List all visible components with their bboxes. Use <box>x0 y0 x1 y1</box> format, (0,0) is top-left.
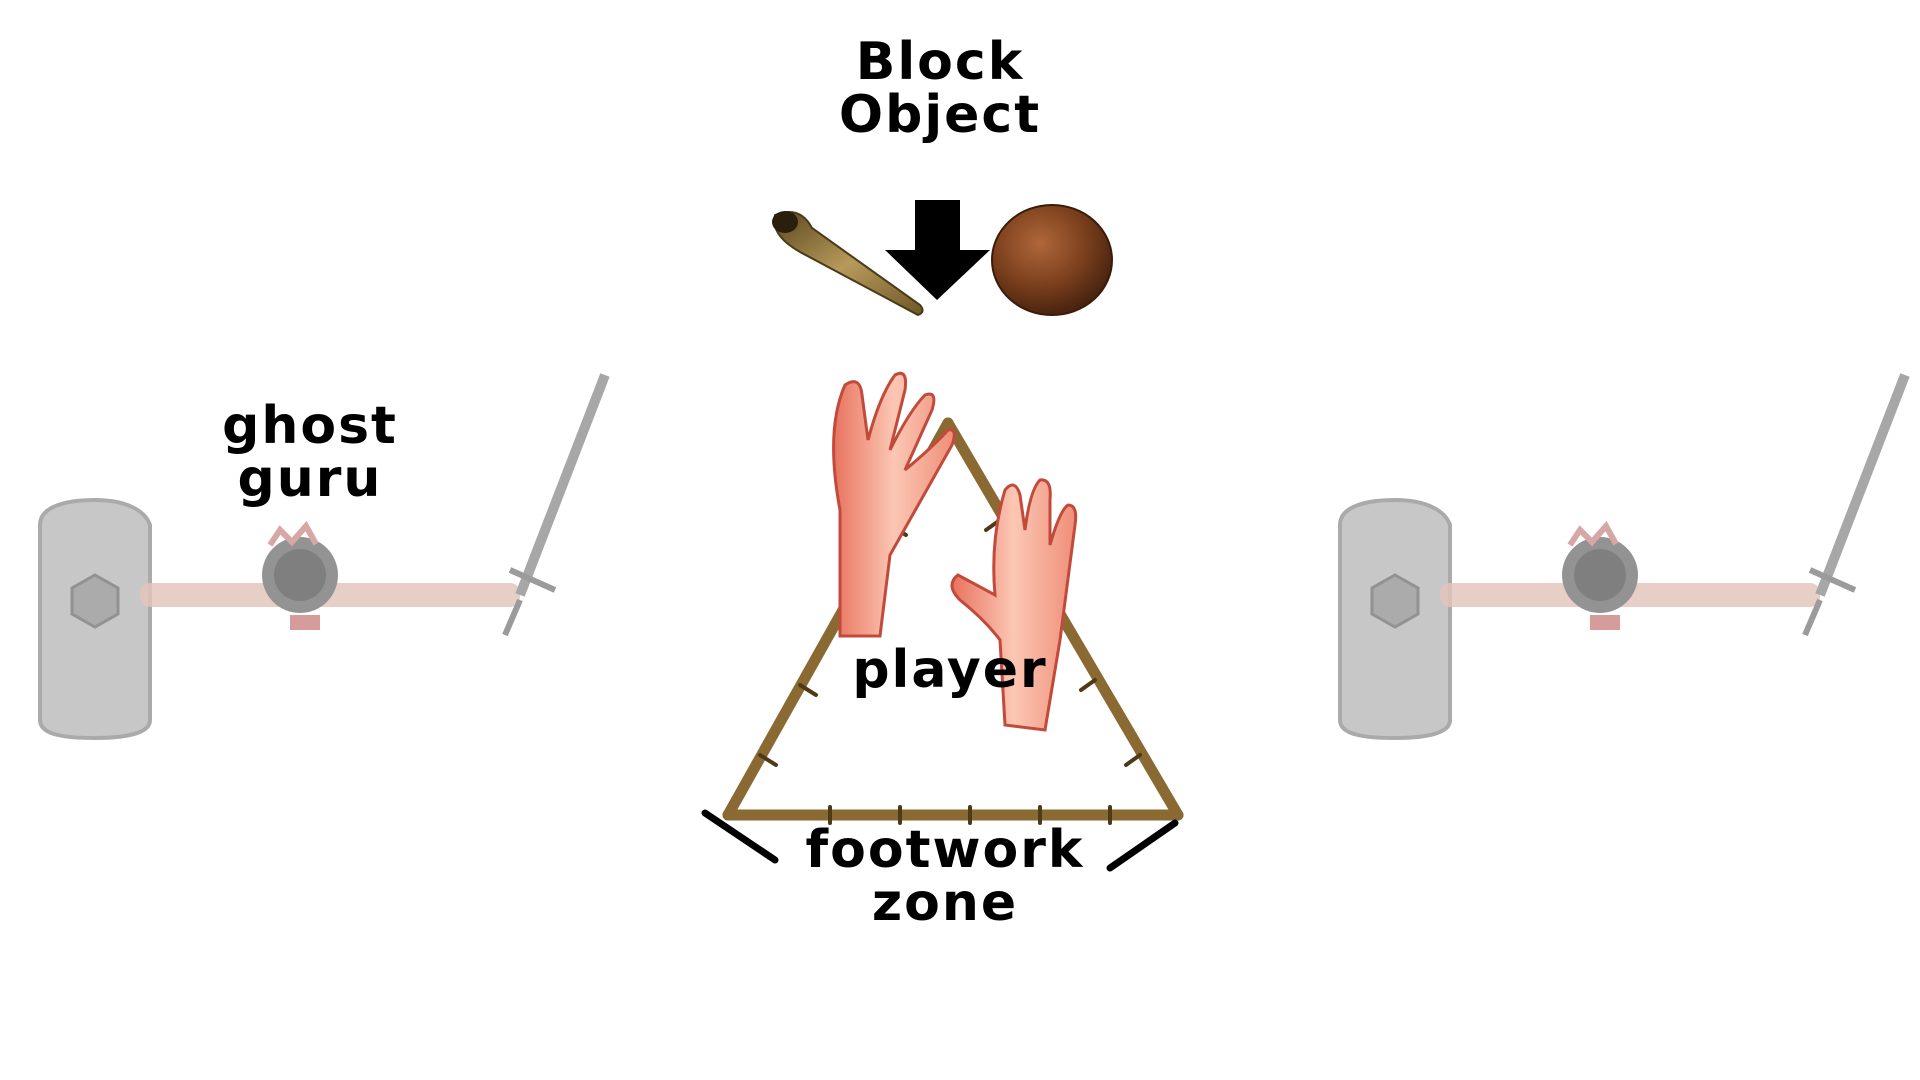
arrow-down-icon <box>885 200 990 300</box>
player-label: player <box>852 640 1048 700</box>
ghost-guru-label: ghost guru <box>222 396 398 510</box>
club-icon <box>772 211 924 317</box>
block-object-label: Block Object <box>838 32 1042 146</box>
right-hand-icon <box>950 478 1078 732</box>
coconut-icon <box>991 204 1113 316</box>
ghost-warrior-right <box>1340 375 1905 738</box>
left-hand-icon <box>832 371 956 638</box>
footwork-zone-label: footwork zone <box>805 820 1085 934</box>
